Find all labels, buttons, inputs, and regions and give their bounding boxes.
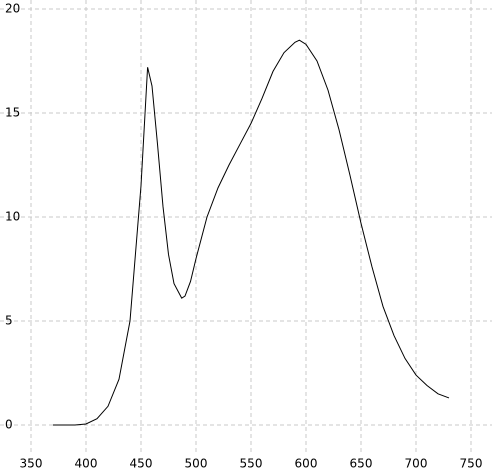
y-tick-label: 5 <box>5 314 13 328</box>
y-tick-label: 0 <box>5 418 13 432</box>
x-tick-label: 750 <box>460 457 483 471</box>
x-tick-label: 600 <box>295 457 318 471</box>
x-tick-label: 650 <box>350 457 373 471</box>
y-tick-label: 20 <box>5 2 20 16</box>
x-tick-label: 350 <box>20 457 43 471</box>
y-tick-label: 15 <box>5 106 20 120</box>
x-tick-label: 700 <box>405 457 428 471</box>
y-tick-label: 10 <box>5 210 20 224</box>
x-tick-label: 550 <box>240 457 263 471</box>
x-tick-label: 500 <box>185 457 208 471</box>
x-tick-label: 450 <box>130 457 153 471</box>
x-tick-label: 400 <box>75 457 98 471</box>
data-line <box>53 39 450 426</box>
